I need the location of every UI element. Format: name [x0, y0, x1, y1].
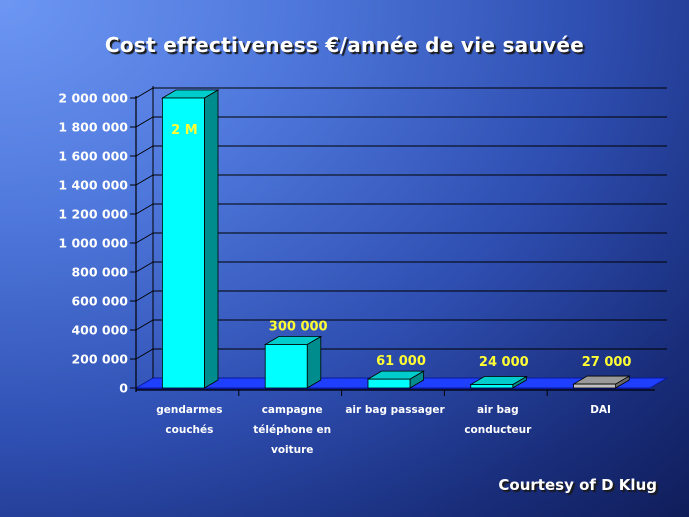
gridline-depth: [135, 319, 154, 331]
y-tick-label: 0: [119, 381, 128, 396]
data-label: 27 000: [582, 355, 632, 370]
gridline-depth: [135, 261, 154, 273]
y-tick-label: 1 800 000: [58, 120, 128, 135]
bar: [263, 335, 323, 389]
x-tick-label-line: conducteur: [464, 424, 532, 436]
x-tick-label-line: couchés: [165, 424, 213, 436]
gridline-depth: [135, 174, 154, 186]
x-tick-label-line: gendarmes: [156, 404, 222, 416]
gridline-depth: [135, 87, 154, 99]
bar-front: [161, 97, 205, 389]
data-label: 24 000: [479, 355, 529, 370]
bar-front: [470, 384, 514, 389]
y-tick-label: 1 000 000: [58, 236, 128, 251]
x-tick-label-line: air bag: [477, 404, 519, 416]
x-tick-label-line: téléphone en: [253, 424, 331, 436]
x-tick-label-line: DAI: [590, 404, 611, 416]
y-tick-label: 2 000 000: [58, 91, 128, 106]
y-tick-label: 1 200 000: [58, 207, 128, 222]
x-tick-label-line: air bag passager: [345, 404, 445, 416]
gridline-depth: [135, 290, 154, 302]
y-tick-label: 200 000: [71, 352, 128, 367]
bar: [572, 375, 631, 389]
gridline-depth: [135, 348, 154, 360]
gridline-depth: [135, 203, 154, 215]
x-tick-label: gendarmes couchés: [156, 404, 222, 436]
y-tick-label: 1 400 000: [58, 178, 128, 193]
y-tick-label: 600 000: [71, 294, 128, 309]
y-tick-label: 800 000: [71, 265, 128, 280]
data-label: 300 000: [269, 320, 328, 335]
bar: [469, 375, 528, 389]
data-label: 61 000: [376, 354, 426, 369]
bar-front: [573, 383, 616, 389]
x-tick-label: DAI: [590, 404, 611, 416]
bar-front: [264, 344, 308, 389]
bar-side: [306, 335, 322, 389]
chart-title: Cost effectiveness €/année de vie sauvée: [104, 33, 585, 57]
gridline-depth: [135, 116, 154, 128]
credit-text: Courtesy of D Klug: [498, 476, 657, 494]
y-tick-label: 400 000: [71, 323, 128, 338]
x-tick-label: air bag conducteur: [464, 404, 532, 436]
x-tick-label-line: voiture: [271, 444, 313, 456]
x-tick-label: campagne téléphone en voiture: [253, 404, 331, 456]
bar: [160, 89, 220, 389]
bar-side: [203, 89, 219, 389]
x-tick-label-line: campagne: [262, 404, 323, 416]
bar-front: [367, 378, 411, 389]
gridline-depth: [135, 145, 154, 157]
gridline-depth: [135, 232, 154, 244]
bar: [366, 370, 426, 389]
x-tick-label: air bag passager: [345, 404, 445, 416]
data-label: 2 M: [171, 123, 198, 138]
y-tick-label: 1 600 000: [58, 149, 128, 164]
